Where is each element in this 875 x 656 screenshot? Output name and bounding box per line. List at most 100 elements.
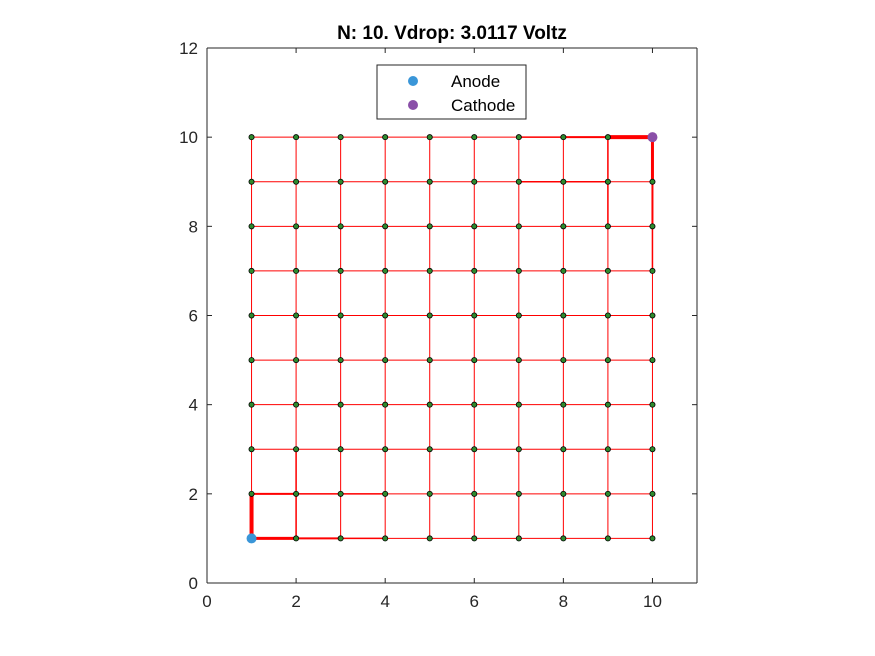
electrode-markers [246,132,658,544]
node-5-6 [426,312,433,319]
node-8-8 [560,223,567,230]
node-4-10 [382,134,389,141]
legend-anode-marker [408,76,418,86]
node-6-7 [471,267,478,274]
node-8-10 [560,134,567,141]
node-2-10 [293,134,300,141]
node-3-1 [337,535,344,542]
node-5-8 [426,223,433,230]
x-tick-label: 8 [559,592,568,611]
node-8-6 [560,312,567,319]
node-10-5 [649,357,656,364]
node-6-9 [471,178,478,185]
node-2-5 [293,357,300,364]
legend-cathode-label: Cathode [451,96,515,115]
node-3-6 [337,312,344,319]
x-tick-label: 0 [202,592,211,611]
node-2-7 [293,267,300,274]
node-8-9 [560,178,567,185]
node-8-5 [560,357,567,364]
node-2-3 [293,446,300,453]
node-7-5 [515,357,522,364]
node-3-7 [337,267,344,274]
node-6-3 [471,446,478,453]
legend-cathode-marker [408,100,418,110]
y-tick-label: 0 [189,574,198,593]
node-1-4 [248,401,255,408]
node-1-10 [248,134,255,141]
node-10-9 [649,178,656,185]
node-1-6 [248,312,255,319]
node-7-8 [515,223,522,230]
node-7-9 [515,178,522,185]
node-1-5 [248,357,255,364]
node-4-6 [382,312,389,319]
y-tick-label: 12 [179,39,198,58]
node-10-3 [649,446,656,453]
node-5-2 [426,490,433,497]
legend-box [376,64,527,120]
x-tick-label: 4 [380,592,389,611]
node-5-9 [426,178,433,185]
node-3-8 [337,223,344,230]
node-4-3 [382,446,389,453]
node-8-1 [560,535,567,542]
node-6-5 [471,357,478,364]
node-4-2 [382,490,389,497]
node-1-9 [248,178,255,185]
node-8-4 [560,401,567,408]
node-3-9 [337,178,344,185]
node-1-7 [248,267,255,274]
node-4-5 [382,357,389,364]
node-8-3 [560,446,567,453]
node-3-2 [337,490,344,497]
node-9-6 [604,312,611,319]
node-4-4 [382,401,389,408]
node-7-6 [515,312,522,319]
chart-title: N: 10. Vdrop: 3.0117 Voltz [337,23,567,44]
node-6-4 [471,401,478,408]
node-10-7 [649,267,656,274]
node-9-10 [604,134,611,141]
y-tick-label: 10 [179,128,198,147]
node-6-2 [471,490,478,497]
node-2-6 [293,312,300,319]
node-6-8 [471,223,478,230]
node-5-1 [426,535,433,542]
node-9-3 [604,446,611,453]
node-6-6 [471,312,478,319]
node-9-1 [604,535,611,542]
node-5-5 [426,357,433,364]
node-7-3 [515,446,522,453]
node-10-2 [649,490,656,497]
node-3-10 [337,134,344,141]
node-1-3 [248,446,255,453]
axes: 0 2 4 6 8 10 0 2 4 6 8 10 12 [179,39,698,611]
node-9-4 [604,401,611,408]
x-tick-label: 10 [643,592,662,611]
legend: Anode Cathode [376,64,527,120]
node-3-4 [337,401,344,408]
x-tick-label: 2 [291,592,300,611]
y-tick-label: 4 [189,396,198,415]
node-10-1 [649,535,656,542]
y-tick-label: 8 [189,217,198,236]
node-10-8 [649,223,656,230]
cathode-marker [647,132,658,143]
node-4-7 [382,267,389,274]
node-2-1 [293,535,300,542]
node-9-7 [604,267,611,274]
node-8-7 [560,267,567,274]
node-5-3 [426,446,433,453]
legend-anode-label: Anode [451,72,500,91]
node-6-10 [471,134,478,141]
node-8-2 [560,490,567,497]
node-10-6 [649,312,656,319]
node-9-5 [604,357,611,364]
node-7-7 [515,267,522,274]
node-3-5 [337,357,344,364]
node-4-8 [382,223,389,230]
node-6-1 [471,535,478,542]
node-7-4 [515,401,522,408]
node-10-4 [649,401,656,408]
